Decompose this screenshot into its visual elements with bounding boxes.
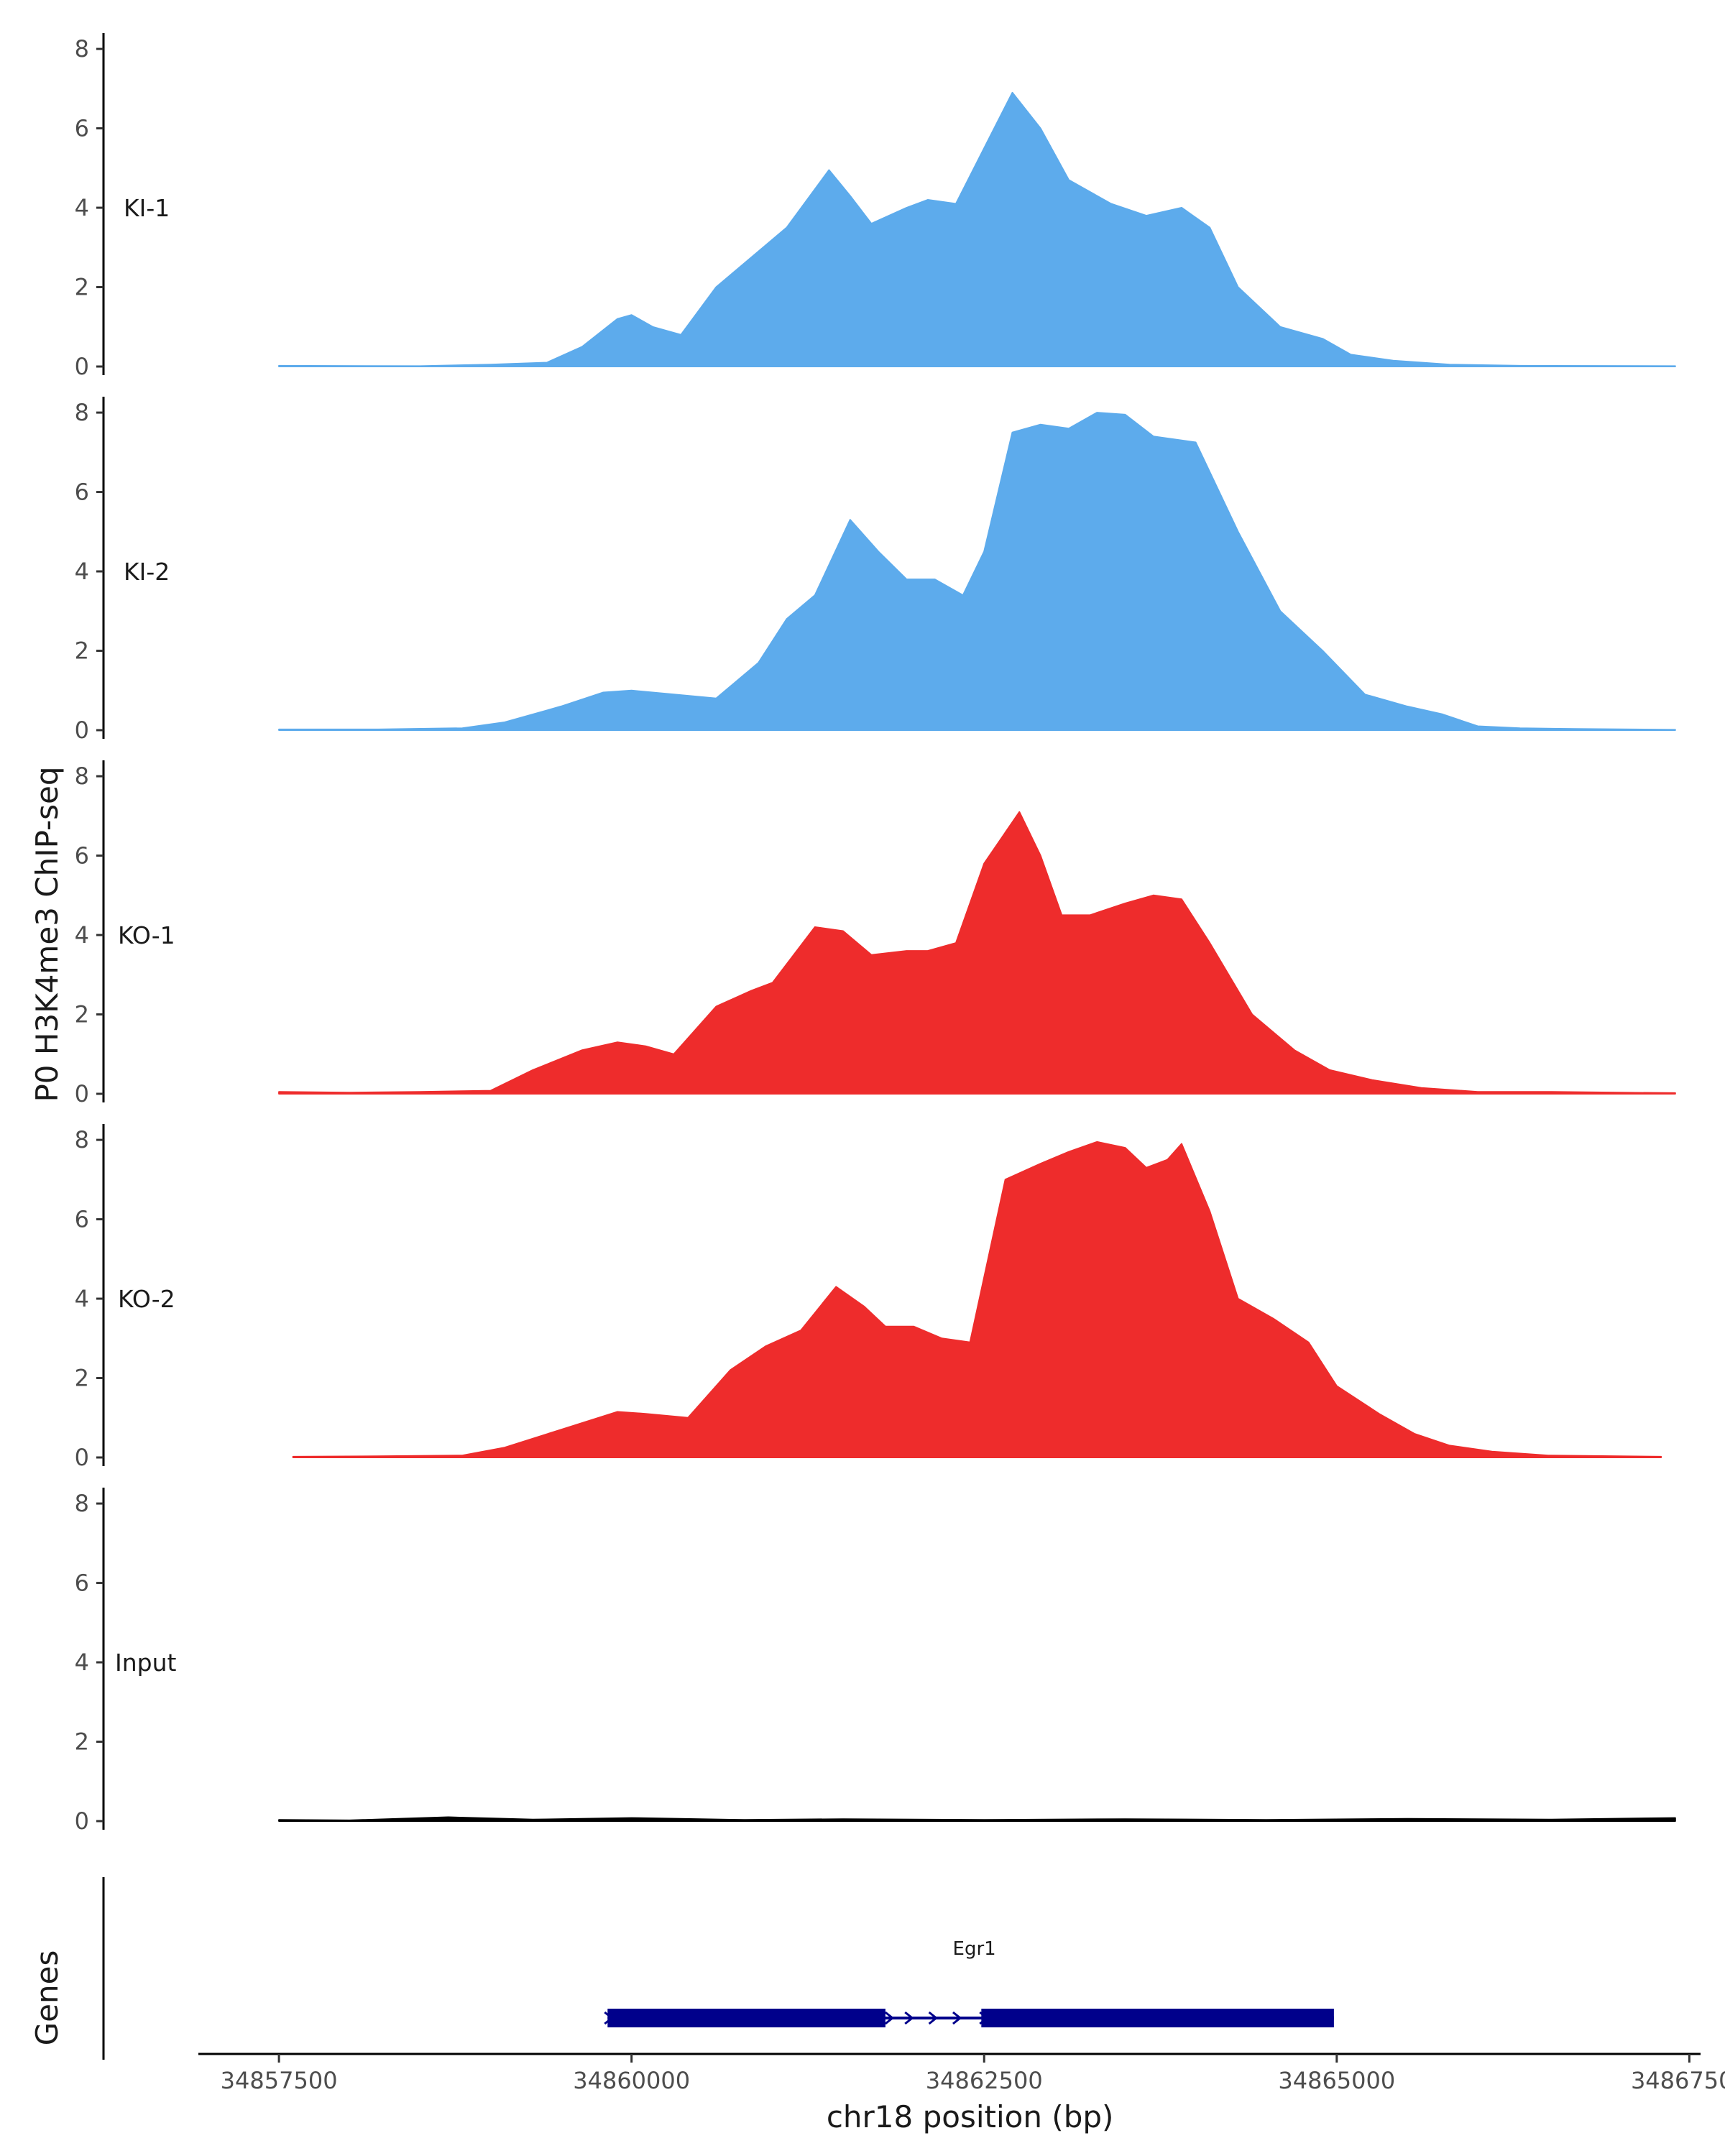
- y-tick-label: 0: [75, 1807, 89, 1835]
- y-tick-label: 8: [75, 1126, 89, 1153]
- signal-area-ko-2: [292, 1141, 1662, 1458]
- y-tick-label: 2: [75, 1728, 89, 1756]
- signal-area-input: [278, 1816, 1676, 1822]
- y-tick-label: 8: [75, 1490, 89, 1517]
- y-tick-label: 4: [75, 921, 89, 949]
- y-tick-label: 2: [75, 637, 89, 665]
- x-tick-label: 34865000: [1278, 2067, 1395, 2094]
- signal-area-ki-1: [278, 91, 1676, 367]
- y-tick-label: 0: [75, 1444, 89, 1471]
- y-tick-label: 0: [75, 353, 89, 380]
- strand-arrow: [979, 2011, 989, 2025]
- y-tick-label: 4: [75, 1285, 89, 1312]
- y-tick-label: 4: [75, 194, 89, 221]
- x-tick-label: 34867500: [1631, 2067, 1725, 2094]
- x-axis: 34857500 34860000 34862500 34865000 34867500: [198, 2053, 1725, 2094]
- track-ki-1: 0 2 4 6 8 KI-1: [75, 33, 1676, 380]
- strand-arrow: [904, 2011, 914, 2025]
- track-input: 0 2 4 6 8 Input: [75, 1488, 1676, 1835]
- y-tick-label: 2: [75, 274, 89, 301]
- gene-exon-2: [981, 2009, 1334, 2027]
- y-tick-label: 6: [75, 1206, 89, 1233]
- y-tick-label: 6: [75, 479, 89, 506]
- signal-area-ki-2: [278, 412, 1676, 731]
- gene-track: Genes Egr1: [29, 1877, 1334, 2060]
- y-tick-label: 2: [75, 1365, 89, 1392]
- gene-exon-1: [607, 2009, 886, 2027]
- track-label-ki-1: KI-1: [124, 194, 170, 222]
- y-tick-label: 0: [75, 717, 89, 744]
- y-tick-label: 0: [75, 1080, 89, 1107]
- y-tick-label: 6: [75, 842, 89, 870]
- track-label-ki-2: KI-2: [124, 558, 170, 586]
- track-ki-2: 0 2 4 6 8 KI-2: [75, 397, 1676, 744]
- y-tick-label: 8: [75, 763, 89, 790]
- track-panels: 0 2 4 6 8 KI-1 0 2 4 6 8 KI-2 0 2 4 6 8 KO-1 0 2 4 6 8 KO-2 0 2 4 6…: [75, 33, 1676, 1835]
- strand-arrow: [928, 2011, 939, 2025]
- track-label-ko-2: KO-2: [118, 1285, 175, 1313]
- y-tick-label: 4: [75, 1649, 89, 1676]
- x-tick-label: 34857500: [221, 2067, 338, 2094]
- strand-arrow: [604, 2011, 614, 2025]
- genes-panel-label: Genes: [29, 1950, 65, 2046]
- gene-name-label: Egr1: [953, 1938, 996, 1960]
- y-axis-title: P0 H3K4me3 ChIP-seq: [29, 766, 65, 1102]
- strand-arrow: [884, 2011, 895, 2025]
- y-tick-label: 8: [75, 35, 89, 63]
- y-tick-label: 4: [75, 558, 89, 585]
- y-tick-label: 6: [75, 115, 89, 142]
- x-tick-label: 34862500: [926, 2067, 1043, 2094]
- x-axis-title: chr18 position (bp): [827, 2099, 1114, 2134]
- x-tick-label: 34860000: [573, 2067, 690, 2094]
- track-ko-2: 0 2 4 6 8 KO-2: [75, 1124, 1662, 1471]
- strand-arrow: [952, 2011, 962, 2025]
- signal-area-ko-1: [278, 811, 1676, 1095]
- y-tick-label: 6: [75, 1570, 89, 1597]
- track-label-ko-1: KO-1: [118, 921, 175, 949]
- track-label-input: Input: [115, 1649, 177, 1677]
- track-ko-1: 0 2 4 6 8 KO-1: [75, 760, 1676, 1107]
- y-tick-label: 2: [75, 1001, 89, 1028]
- y-tick-label: 8: [75, 399, 89, 426]
